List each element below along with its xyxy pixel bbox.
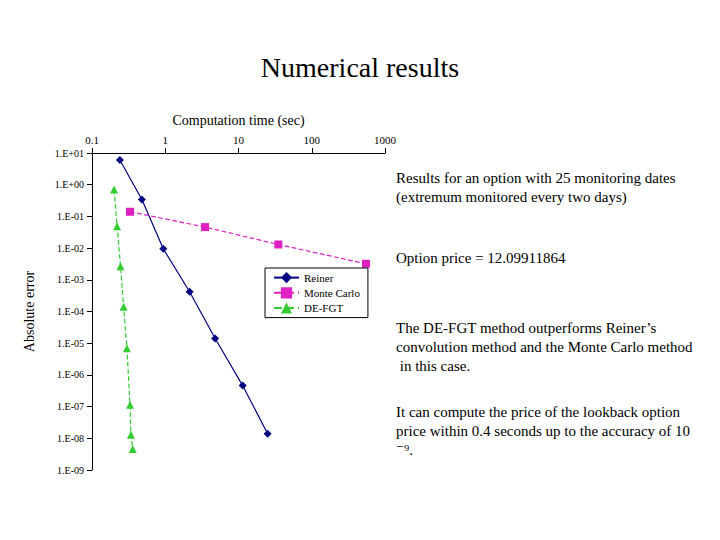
svg-text:It can compute the price of th: It can compute the price of the lookback…	[396, 404, 684, 420]
svg-text:1.E-09: 1.E-09	[57, 465, 84, 476]
svg-text:100: 100	[304, 134, 321, 146]
svg-text:0.1: 0.1	[85, 134, 99, 146]
svg-text:1.E-07: 1.E-07	[57, 401, 84, 412]
svg-text:(extremum monitored every two: (extremum monitored every two days)	[396, 189, 627, 206]
svg-text:1.E-01: 1.E-01	[57, 211, 84, 222]
svg-text:The DE-FGT method outperforms: The DE-FGT method outperforms Reiner’s	[396, 320, 660, 336]
svg-text:price within 0.4 seconds up to: price within 0.4 seconds up to the accur…	[396, 423, 690, 439]
svg-text:convolution method and the Mon: convolution method and the Monte Carlo m…	[396, 339, 693, 355]
svg-text:1.E-05: 1.E-05	[57, 338, 84, 349]
svg-text:Monte Carlo: Monte Carlo	[304, 287, 360, 299]
svg-text:1.E-03: 1.E-03	[57, 274, 84, 285]
svg-text:1000: 1000	[374, 134, 397, 146]
svg-text:1.E-02: 1.E-02	[57, 243, 84, 254]
svg-text:1: 1	[163, 134, 169, 146]
svg-text:1.E-06: 1.E-06	[57, 369, 84, 380]
svg-text:Computation time (sec): Computation time (sec)	[172, 113, 305, 129]
svg-text:1.E+01: 1.E+01	[55, 148, 84, 159]
svg-text:1.E+00: 1.E+00	[55, 179, 84, 190]
svg-text:Results for an option with 25: Results for an option with 25 monitoring…	[396, 170, 679, 186]
svg-text:⁻⁹.: ⁻⁹.	[396, 442, 413, 458]
svg-text:Absolute error: Absolute error	[22, 271, 37, 353]
svg-text:DE-FGT: DE-FGT	[304, 302, 343, 314]
svg-text:Option price = 12.09911864: Option price = 12.09911864	[396, 250, 566, 266]
svg-text:Reiner: Reiner	[304, 272, 334, 284]
svg-text:in this case.: in this case.	[396, 358, 470, 374]
svg-text:10: 10	[233, 134, 245, 146]
svg-text:Numerical results: Numerical results	[261, 52, 459, 83]
svg-text:1.E-08: 1.E-08	[57, 433, 84, 444]
svg-text:1.E-04: 1.E-04	[57, 306, 84, 317]
